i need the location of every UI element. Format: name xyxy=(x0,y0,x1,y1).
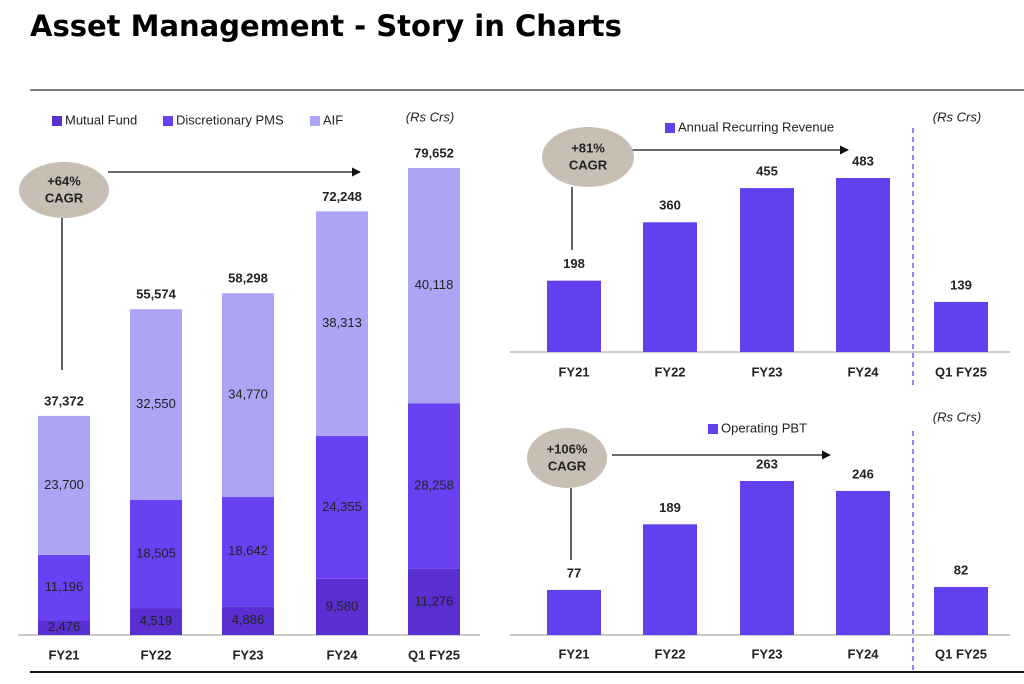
x-tick-label: FY23 xyxy=(751,364,782,379)
total-label: 58,298 xyxy=(228,271,268,286)
bar-segment xyxy=(316,211,368,437)
value-label: 18,642 xyxy=(228,543,268,558)
x-tick-label: FY23 xyxy=(751,646,782,661)
bar xyxy=(547,589,601,635)
legend-label: AIF xyxy=(323,112,343,127)
bar-segment xyxy=(316,578,368,635)
bar xyxy=(643,524,697,635)
value-label: 77 xyxy=(567,565,581,580)
value-label: 246 xyxy=(852,466,874,481)
legend-label: Annual Recurring Revenue xyxy=(678,119,834,134)
x-tick-label: FY22 xyxy=(654,646,685,661)
legend-swatch xyxy=(52,116,62,126)
x-tick-label: FY24 xyxy=(847,364,879,379)
annotation-text: CAGR xyxy=(569,157,608,172)
annotation-bubble xyxy=(19,162,109,218)
value-label: 82 xyxy=(954,562,968,577)
slide-title: Asset Management - Story in Charts xyxy=(30,9,622,43)
bar xyxy=(547,280,601,352)
legend-swatch xyxy=(708,424,718,434)
bar-segment xyxy=(316,436,368,579)
legend-label: Operating PBT xyxy=(721,420,807,435)
value-label: 9,580 xyxy=(326,598,359,613)
value-label: 2,476 xyxy=(48,619,81,634)
bar xyxy=(836,490,890,635)
value-label: 4,886 xyxy=(232,612,265,627)
value-label: 483 xyxy=(852,153,874,168)
annotation-text: +81% xyxy=(571,140,605,155)
value-label: 38,313 xyxy=(322,315,362,330)
total-label: 37,372 xyxy=(44,393,84,408)
value-label: 18,505 xyxy=(136,546,176,561)
legend-swatch xyxy=(163,116,173,126)
bar xyxy=(836,178,890,352)
value-label: 40,118 xyxy=(415,277,454,292)
x-tick-label: FY21 xyxy=(558,364,589,379)
legend-swatch xyxy=(665,123,675,133)
legend-label: Mutual Fund xyxy=(65,112,137,127)
bar-segment xyxy=(130,309,182,501)
value-label: 198 xyxy=(563,256,585,271)
x-tick-label: FY22 xyxy=(140,647,171,662)
bar xyxy=(643,222,697,352)
unit-label: (Rs Crs) xyxy=(933,109,981,124)
annotation-bubble xyxy=(527,428,607,488)
value-label: 263 xyxy=(756,456,778,471)
x-tick-label: FY23 xyxy=(232,647,263,662)
annotation-text: +64% xyxy=(47,173,81,188)
total-label: 72,248 xyxy=(322,189,362,204)
x-tick-label: FY22 xyxy=(654,364,685,379)
value-label: 4,519 xyxy=(140,613,173,628)
bar-segment xyxy=(222,293,274,498)
value-label: 11,196 xyxy=(45,579,84,594)
bar-segment xyxy=(130,608,182,635)
x-tick-label: Q1 FY25 xyxy=(935,646,987,661)
x-tick-label: FY21 xyxy=(48,647,79,662)
value-label: 455 xyxy=(756,164,778,179)
value-label: 32,550 xyxy=(136,396,176,411)
total-label: 79,652 xyxy=(414,145,454,160)
annotation-text: +106% xyxy=(547,441,588,456)
annotation-text: CAGR xyxy=(45,190,84,205)
bar-segment xyxy=(130,500,182,609)
bar xyxy=(934,301,988,352)
bar-segment xyxy=(38,415,90,555)
bar xyxy=(934,586,988,635)
bar-segment xyxy=(408,403,460,569)
bar-segment xyxy=(222,606,274,635)
bar xyxy=(740,481,794,635)
value-label: 34,770 xyxy=(228,387,268,402)
bar-segment xyxy=(38,620,90,635)
legend-swatch xyxy=(310,116,320,126)
value-label: 139 xyxy=(950,277,972,292)
value-label: 360 xyxy=(659,198,681,213)
x-tick-label: FY24 xyxy=(847,646,879,661)
bar-segment xyxy=(222,497,274,607)
x-tick-label: Q1 FY25 xyxy=(408,647,460,662)
x-tick-label: FY24 xyxy=(326,647,358,662)
bar-segment xyxy=(408,568,460,635)
x-tick-label: FY21 xyxy=(558,646,589,661)
unit-label: (Rs Crs) xyxy=(406,109,454,124)
x-tick-label: Q1 FY25 xyxy=(935,364,987,379)
bar-segment xyxy=(408,168,460,404)
bar xyxy=(740,188,794,352)
unit-label: (Rs Crs) xyxy=(933,409,981,424)
annotation-bubble xyxy=(542,127,634,187)
value-label: 189 xyxy=(659,500,681,515)
value-label: 23,700 xyxy=(44,477,84,492)
annotation-text: CAGR xyxy=(548,458,587,473)
value-label: 11,276 xyxy=(415,593,454,608)
total-label: 55,574 xyxy=(136,287,177,302)
legend-label: Discretionary PMS xyxy=(176,112,284,127)
bar-segment xyxy=(38,554,90,621)
value-label: 28,258 xyxy=(414,477,454,492)
value-label: 24,355 xyxy=(322,499,362,514)
